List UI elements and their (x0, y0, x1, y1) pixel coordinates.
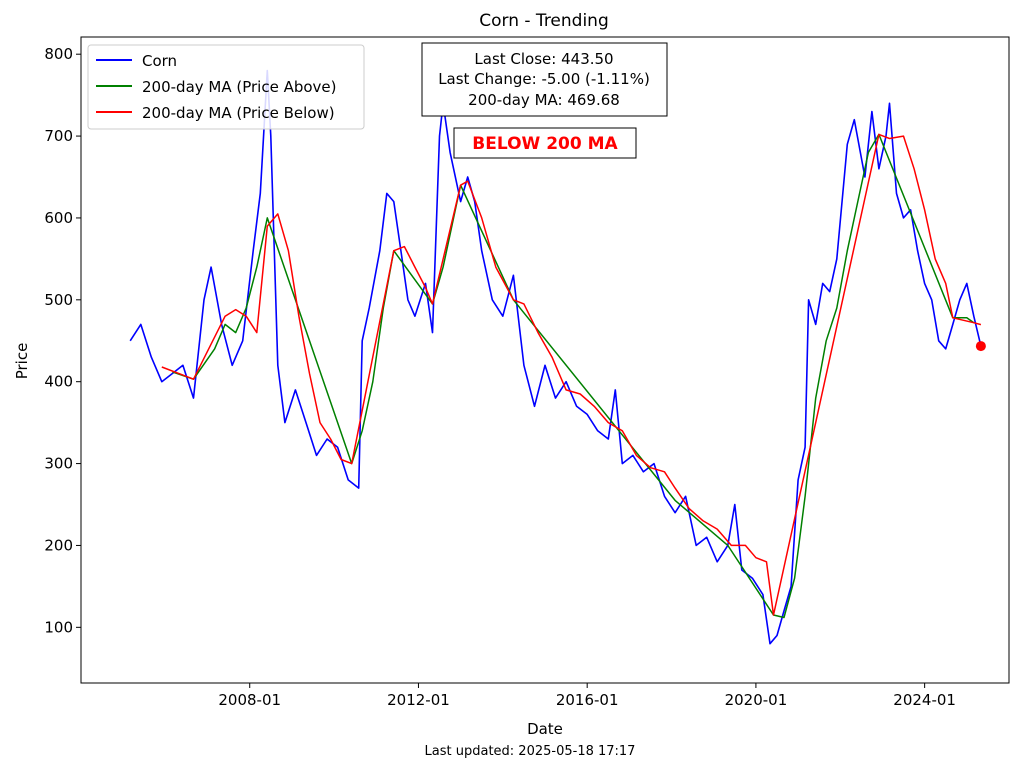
y-tick-label: 500 (44, 291, 73, 309)
legend-label-corn: Corn (142, 52, 177, 70)
legend-box (87, 44, 365, 130)
x-tick-label: 2020-01 (725, 691, 788, 709)
y-tick-label: 400 (44, 373, 73, 391)
x-axis: 2008-01 2012-01 2016-01 2020-01 2024-01 (218, 683, 956, 709)
status-badge-frame (453, 127, 637, 159)
status-badge-text: BELOW 200 MA (472, 134, 618, 154)
status-badge: BELOW 200 MA (453, 127, 637, 159)
info-ma-value: 200-day MA: 469.68 (468, 91, 620, 109)
y-axis: 100 200 300 400 500 600 700 800 (44, 45, 81, 636)
y-tick-label: 600 (44, 209, 73, 227)
y-tick-label: 800 (44, 45, 73, 63)
info-last-close: Last Close: 443.50 (474, 50, 613, 68)
legend: Corn 200-day MA (Price Above) 200-day MA… (87, 44, 365, 130)
legend-label-ma-above: 200-day MA (Price Above) (142, 78, 337, 96)
y-tick-label: 300 (44, 455, 73, 473)
last-close-marker (975, 341, 986, 352)
footer-timestamp: Last updated: 2025-05-18 17:17 (425, 744, 636, 759)
x-axis-label: Date (527, 720, 563, 738)
x-tick-label: 2008-01 (218, 691, 281, 709)
y-tick-label: 100 (44, 618, 73, 636)
y-axis-label: Price (13, 343, 31, 380)
chart-title: Corn - Trending (479, 11, 609, 31)
x-tick-label: 2024-01 (893, 691, 956, 709)
y-tick-label: 200 (44, 536, 73, 554)
x-tick-label: 2012-01 (387, 691, 450, 709)
series-layer (129, 69, 986, 645)
series-ma-below (161, 133, 982, 616)
x-tick-label: 2016-01 (556, 691, 619, 709)
info-box: Last Close: 443.50 Last Change: -5.00 (-… (421, 42, 668, 117)
y-tick-label: 700 (44, 127, 73, 145)
info-box-frame (421, 42, 668, 117)
legend-label-ma-below: 200-day MA (Price Below) (142, 104, 335, 122)
info-last-change: Last Change: -5.00 (-1.11%) (438, 70, 650, 88)
series-ma-above (172, 133, 975, 619)
